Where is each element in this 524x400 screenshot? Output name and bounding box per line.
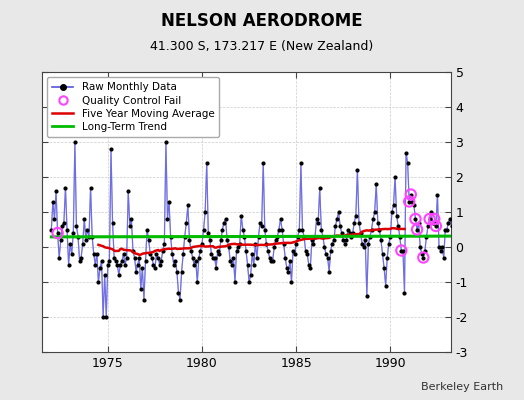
Text: 41.300 S, 173.217 E (New Zealand): 41.300 S, 173.217 E (New Zealand) bbox=[150, 40, 374, 53]
Text: Berkeley Earth: Berkeley Earth bbox=[421, 382, 503, 392]
Point bbox=[425, 216, 434, 222]
Point bbox=[430, 216, 439, 222]
Point bbox=[407, 191, 415, 198]
Point bbox=[397, 247, 406, 254]
Point bbox=[419, 254, 428, 261]
Point bbox=[405, 198, 413, 205]
Point bbox=[53, 230, 62, 236]
Point bbox=[413, 226, 421, 233]
Point bbox=[432, 223, 440, 229]
Point bbox=[411, 216, 420, 222]
Legend: Raw Monthly Data, Quality Control Fail, Five Year Moving Average, Long-Term Tren: Raw Monthly Data, Quality Control Fail, … bbox=[47, 77, 220, 137]
Text: NELSON AERODROME: NELSON AERODROME bbox=[161, 12, 363, 30]
